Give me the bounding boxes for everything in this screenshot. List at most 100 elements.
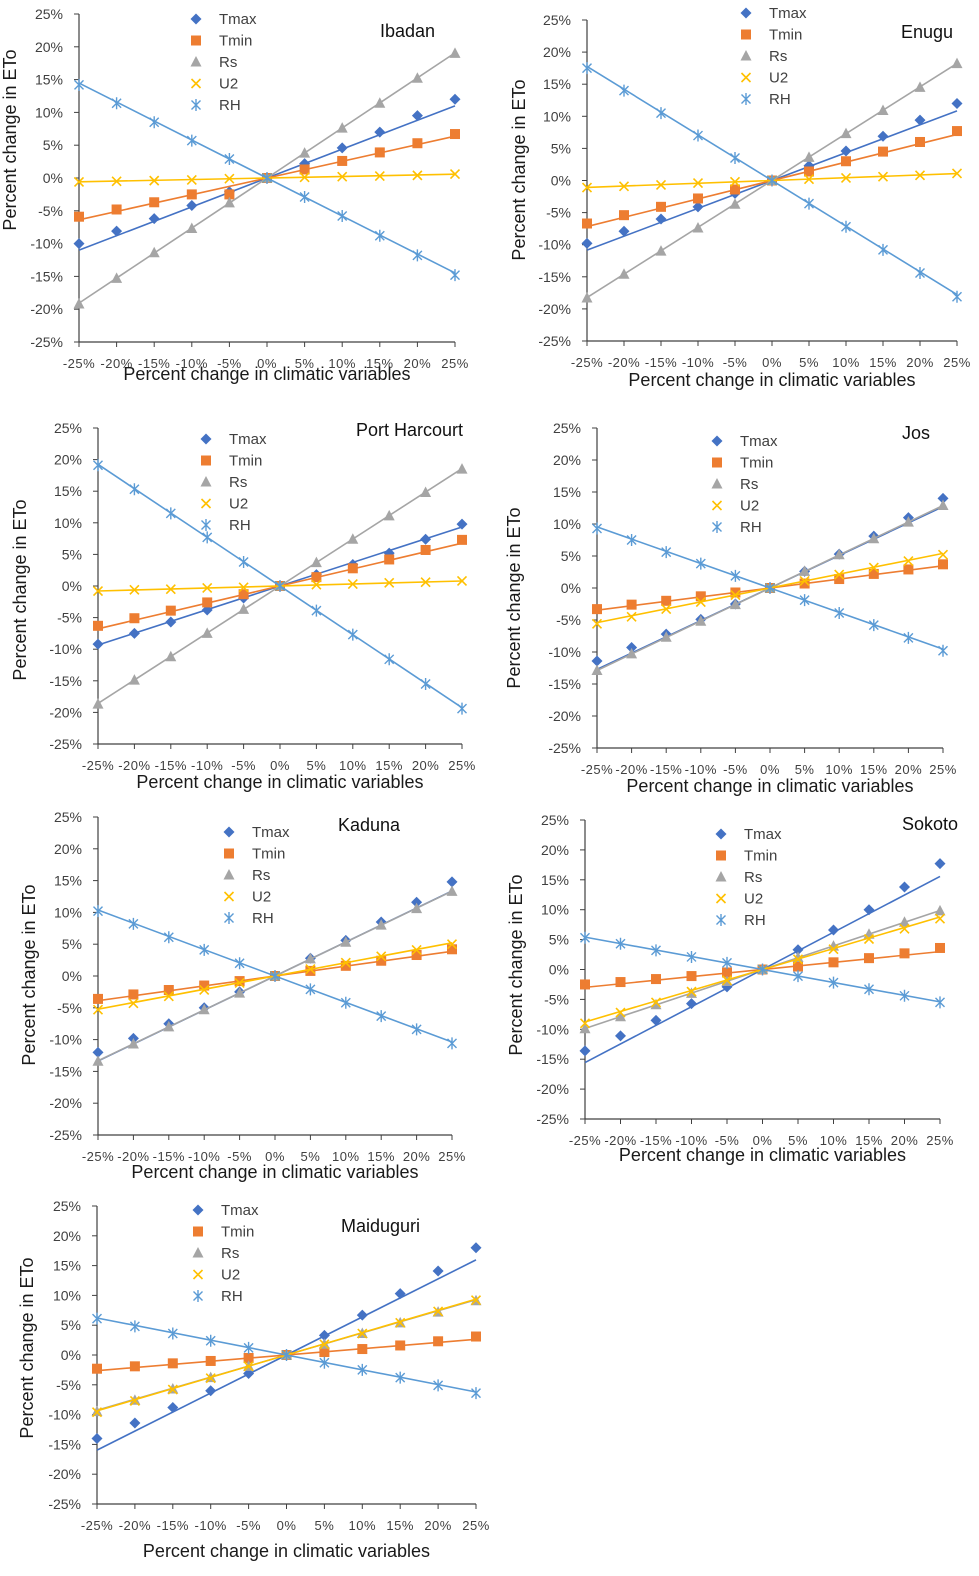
y-tick-label: 20%: [35, 39, 63, 55]
x-tick-label: -15%: [138, 356, 170, 371]
point-tmax: [91, 1432, 103, 1444]
point-tmax: [937, 492, 949, 504]
x-tick-label: 25%: [929, 762, 957, 777]
x-tick-label: 15%: [386, 1518, 414, 1533]
point-rs: [198, 1003, 210, 1015]
x-axis-label: Percent change in climatic variables: [626, 776, 913, 796]
chart-enugu: -25%-20%-15%-10%-5%0%5%10%15%20%25%-25% -…: [509, 5, 970, 390]
point-u2: [446, 939, 458, 950]
point-rs: [655, 245, 667, 256]
point-tmax: [618, 225, 630, 237]
point-rh: [864, 983, 874, 996]
y-tick-label: 10%: [543, 108, 571, 124]
legend-label-rh: RH: [769, 91, 791, 108]
point-u2: [650, 997, 662, 1008]
point-rh: [347, 628, 358, 641]
series-tmax: [92, 876, 458, 1062]
point-tmin: [457, 534, 467, 545]
point-rh: [74, 78, 84, 91]
point-rs: [951, 57, 963, 69]
legend-marker-tmax: [740, 7, 752, 19]
point-rh: [234, 957, 245, 970]
point-tmax: [692, 201, 704, 213]
chart-port-harcourt: -25%-20%-15%-10%-5%0%5%10%15%20%25%-25% -…: [10, 420, 475, 792]
point-tmax: [615, 1030, 626, 1042]
x-axis-label: Percent change in climatic variables: [143, 1541, 430, 1561]
y-tick-label: -25%: [538, 333, 571, 349]
point-tmin: [868, 568, 879, 579]
point-rh: [656, 107, 666, 120]
point-rs: [579, 1022, 591, 1034]
point-u2: [828, 944, 839, 955]
point-u2: [163, 991, 174, 1002]
y-tick-label: 25%: [54, 809, 82, 825]
point-tmin: [411, 950, 422, 961]
point-u2: [868, 562, 879, 573]
legend-marker-rs: [711, 478, 723, 489]
point-rh: [834, 606, 845, 619]
point-rh: [205, 1334, 216, 1347]
y-tick-label: 10%: [553, 516, 581, 532]
point-tmin: [686, 971, 697, 982]
point-tmin: [730, 587, 741, 598]
legend-marker-rh: [201, 519, 211, 531]
point-tmin: [878, 146, 888, 157]
point-u2: [92, 585, 104, 597]
point-rs: [729, 598, 741, 610]
point-rs: [833, 548, 845, 560]
point-u2: [686, 986, 697, 997]
point-rs: [163, 1020, 175, 1032]
legend-label-tmax: Tmax: [252, 824, 290, 841]
point-rs: [650, 998, 662, 1010]
point-tmin: [799, 578, 810, 589]
point-tmax: [411, 110, 423, 122]
y-tick-label: -10%: [49, 641, 82, 657]
point-rs: [304, 952, 316, 964]
point-rs: [840, 127, 852, 139]
legend: Tmax Tmin Rs U2 RH: [200, 431, 267, 534]
y-axis-label: Percent change in ETo: [17, 1257, 37, 1438]
x-tick-label: 15%: [366, 356, 394, 371]
x-tick-label: 10%: [832, 355, 860, 370]
y-tick-label: 10%: [35, 104, 63, 120]
y-tick-label: 0%: [62, 578, 82, 594]
point-u2: [470, 1295, 482, 1306]
x-tick-label: 0%: [762, 355, 782, 370]
legend-marker-u2: [190, 78, 202, 89]
legend-label-tmax: Tmax: [769, 5, 807, 22]
x-tick-label: 0%: [277, 1518, 297, 1533]
point-rs: [299, 147, 311, 158]
legend-marker-rs: [223, 869, 235, 880]
legend: Tmax Tmin Rs U2 RH: [740, 5, 807, 108]
point-u2: [692, 178, 704, 189]
y-tick-label: 5%: [561, 548, 581, 564]
point-tmin: [199, 980, 210, 991]
legend-label-rh: RH: [252, 910, 274, 927]
point-rh: [243, 1341, 254, 1354]
point-rs: [375, 919, 387, 930]
point-u2: [411, 944, 422, 955]
point-rh: [828, 976, 839, 989]
point-rs: [111, 272, 123, 283]
point-tmin: [376, 955, 387, 966]
point-u2: [384, 577, 395, 588]
point-tmin: [243, 1352, 254, 1363]
point-u2: [374, 170, 385, 182]
y-tick-label: 25%: [35, 6, 63, 22]
legend-marker-tmax: [200, 433, 212, 445]
point-rh: [165, 507, 176, 520]
point-rh: [319, 1356, 330, 1369]
x-axis-label: Percent change in climatic variables: [628, 370, 915, 390]
point-tmin: [420, 544, 431, 555]
chart-title: Jos: [902, 423, 930, 443]
series-tmax: [591, 492, 949, 671]
y-tick-label: -10%: [49, 1032, 82, 1048]
point-u2: [238, 582, 249, 593]
y-tick-label: 20%: [553, 452, 581, 468]
point-rh: [686, 950, 697, 963]
x-tick-label: 20%: [891, 1133, 919, 1148]
point-rh: [270, 970, 280, 982]
point-rs: [420, 486, 432, 497]
x-tick-label: -20%: [118, 758, 150, 773]
legend-label-rs: Rs: [744, 869, 762, 886]
